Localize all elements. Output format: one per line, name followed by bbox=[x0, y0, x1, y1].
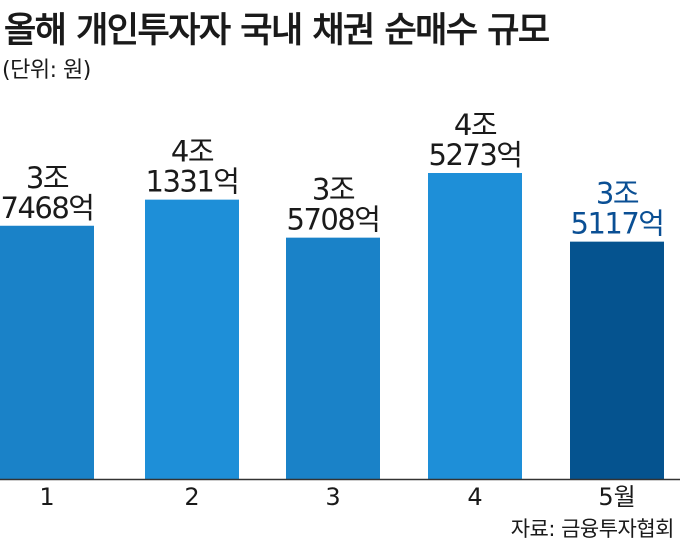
bar-2 bbox=[145, 199, 239, 479]
unit-note: (단위: 원) bbox=[2, 58, 91, 83]
data-label-4-line-2: 5273억 bbox=[429, 138, 522, 172]
bar-1 bbox=[0, 225, 94, 479]
data-label-3-line-2: 5708억 bbox=[287, 203, 380, 237]
chart-title: 올해 개인투자자 국내 채권 순매수 규모 bbox=[4, 11, 550, 51]
data-label-1-line-1: 3조 bbox=[26, 161, 69, 195]
data-label-1-line-2: 7468억 bbox=[1, 191, 94, 225]
data-label-2-line-1: 4조 bbox=[171, 135, 214, 169]
data-label-2-line-2: 1331억 bbox=[146, 165, 239, 199]
x-tick-label-3: 3 bbox=[325, 483, 340, 511]
x-tick-label-5: 5월 bbox=[598, 483, 635, 511]
x-tick-label-1: 1 bbox=[39, 483, 54, 511]
data-label-4-line-1: 4조 bbox=[454, 108, 497, 142]
bar-3 bbox=[286, 237, 380, 479]
data-label-3-line-1: 3조 bbox=[312, 173, 355, 207]
x-tick-label-4: 4 bbox=[467, 483, 482, 511]
x-tick-label-2: 2 bbox=[184, 483, 199, 511]
source-note: 자료: 금융투자협회 bbox=[510, 517, 675, 541]
bar-5 bbox=[570, 241, 664, 479]
bar-4 bbox=[428, 173, 522, 479]
data-label-5-line-2: 5117억 bbox=[571, 207, 664, 241]
data-label-5-line-1: 3조 bbox=[596, 177, 639, 211]
